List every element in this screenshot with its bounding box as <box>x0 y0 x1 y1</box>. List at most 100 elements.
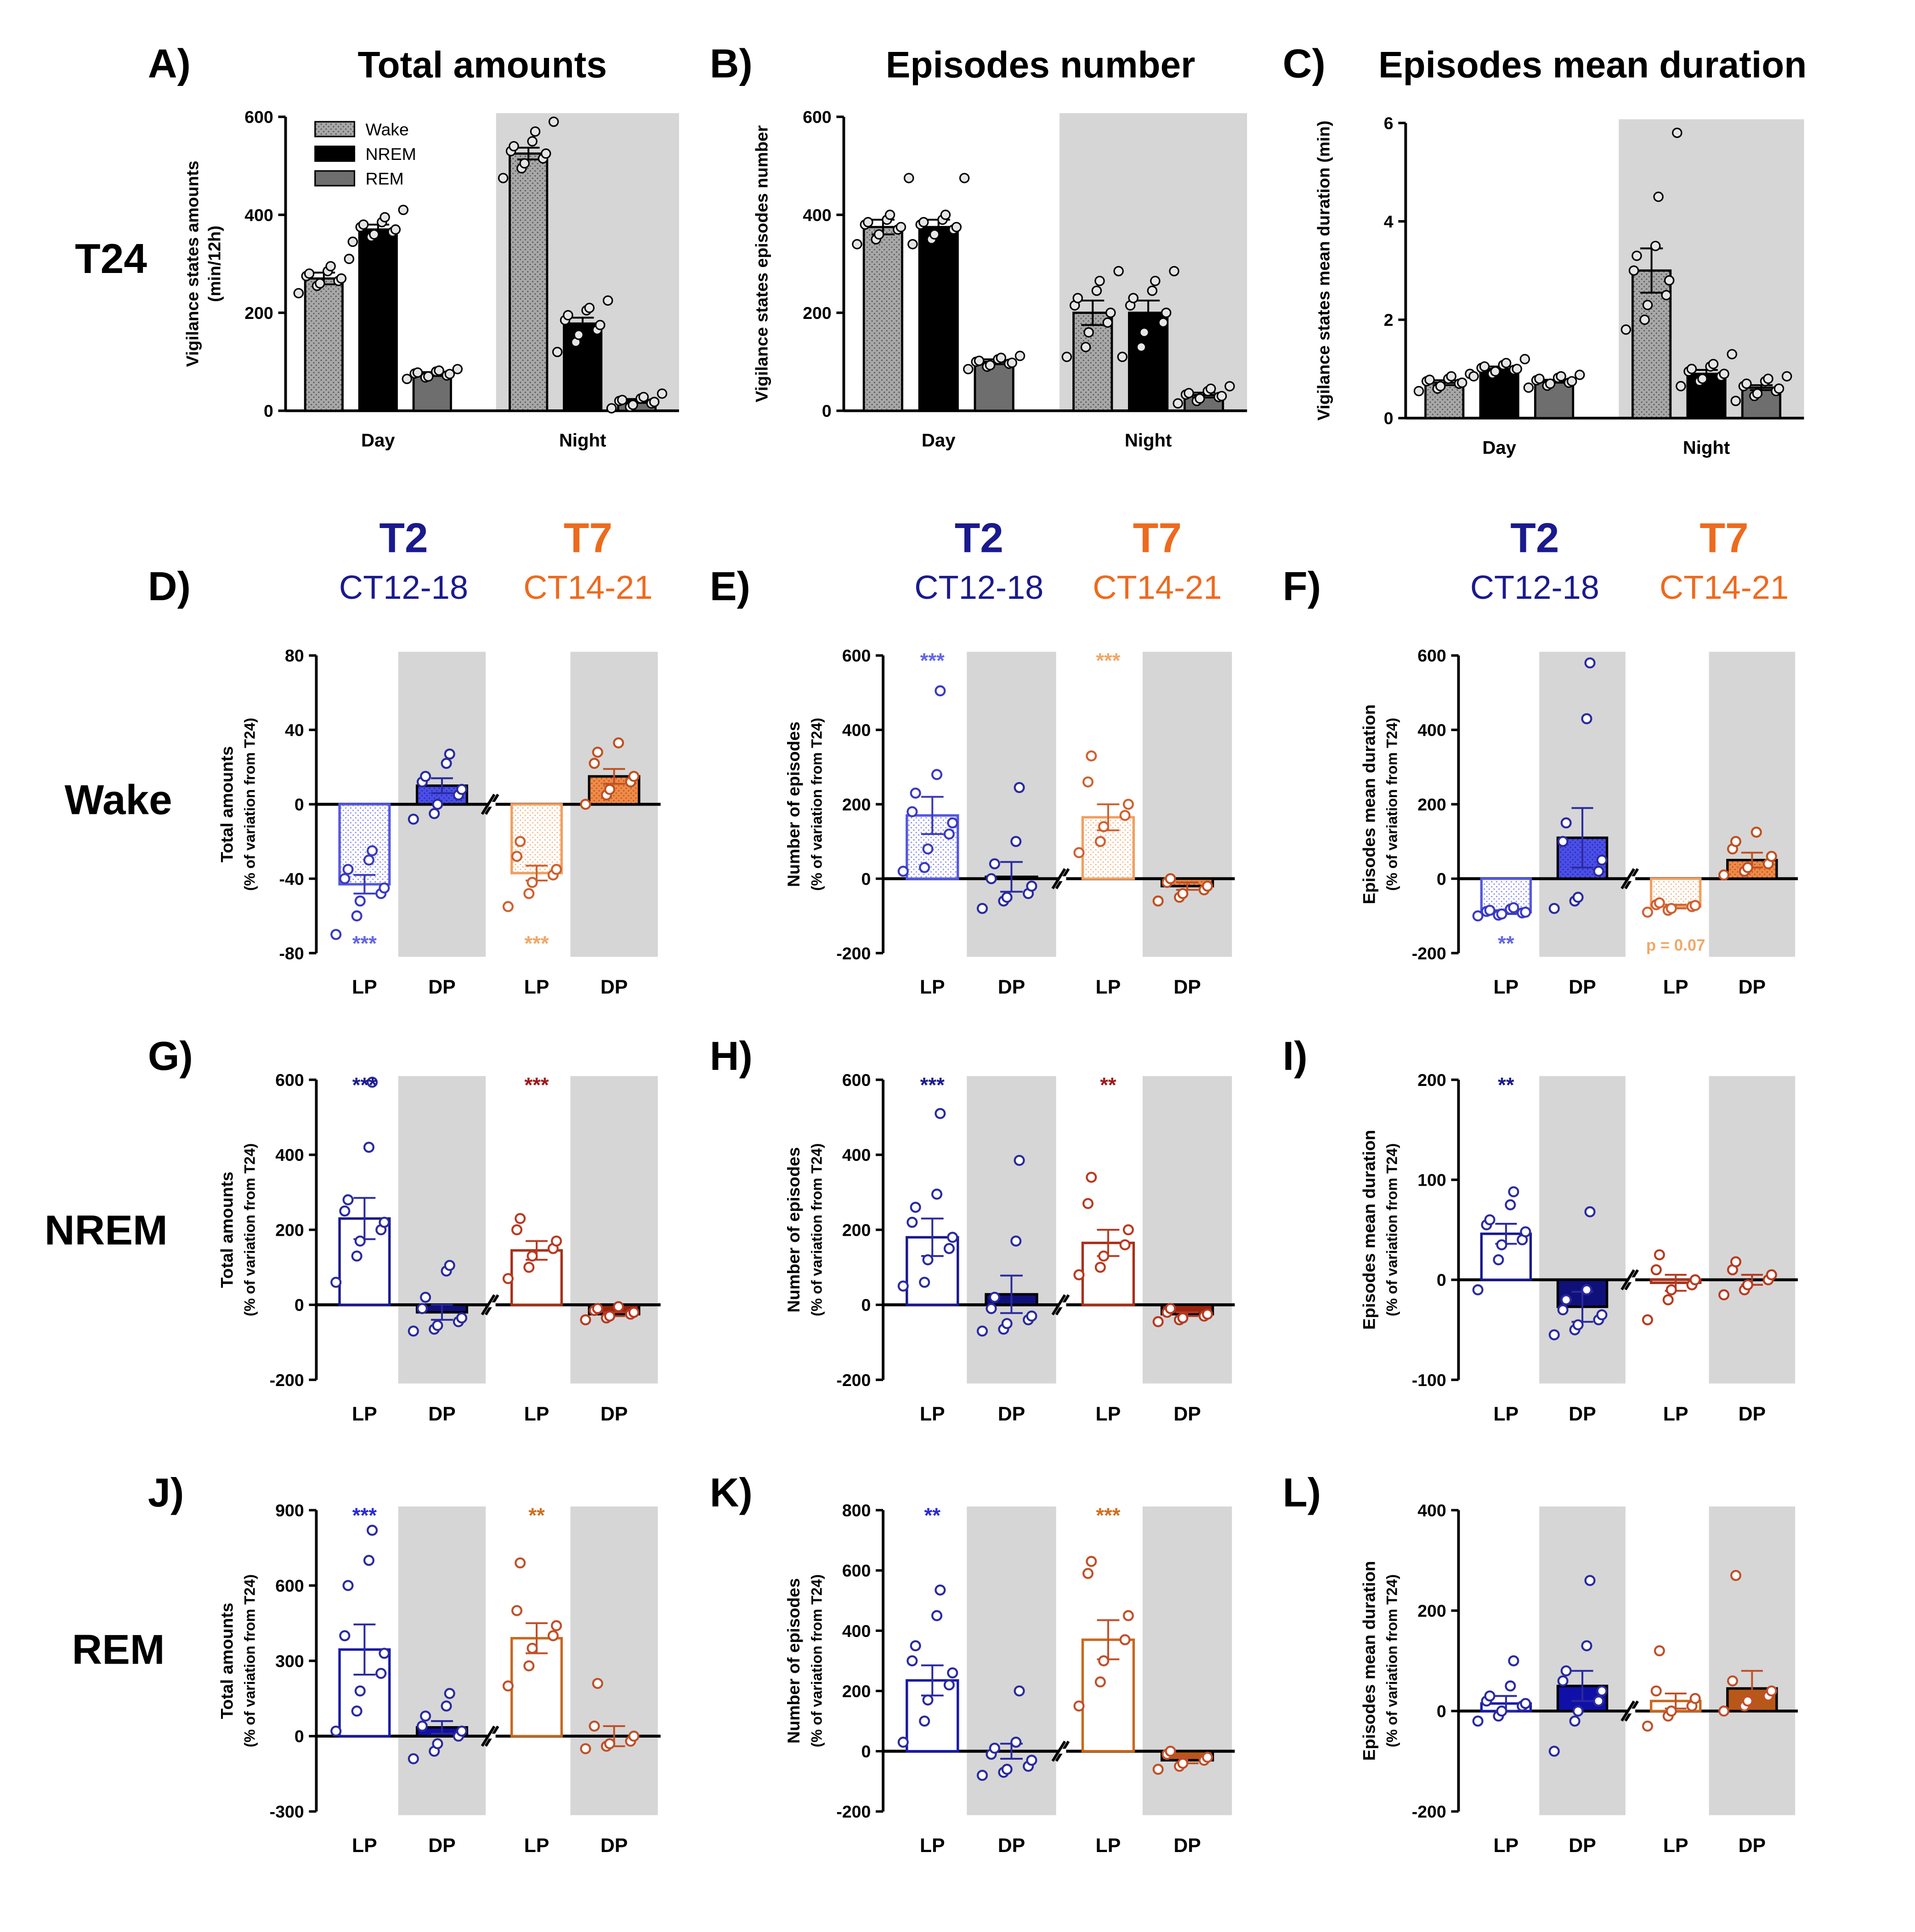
panel-I: I) -100 0 100 200 Episodes mean duration (% of… <box>1283 1033 1798 1425</box>
data-point <box>1686 364 1697 375</box>
data-point <box>1548 1745 1560 1757</box>
data-point <box>1446 371 1456 382</box>
data-point <box>1508 1655 1519 1666</box>
data-point <box>931 769 943 780</box>
data-point <box>1742 1279 1753 1290</box>
data-point <box>1105 307 1116 318</box>
data-point <box>1557 1304 1569 1316</box>
panel-letter-G: G) <box>148 1033 193 1079</box>
y-tick-label: -200 <box>836 1370 871 1390</box>
dp-shading <box>1709 1076 1796 1384</box>
data-point <box>604 1310 616 1322</box>
y-tick-label: -200 <box>836 1802 871 1821</box>
y-tick-label: 900 <box>275 1501 304 1520</box>
group-t2-col3: T2 <box>1510 515 1559 562</box>
data-point <box>444 1688 455 1699</box>
data-point <box>1435 381 1446 392</box>
data-point <box>1557 1675 1569 1687</box>
data-point <box>1424 375 1435 385</box>
data-point <box>1572 892 1584 903</box>
group-t7-col3: T7 <box>1700 515 1748 562</box>
data-point <box>940 210 951 220</box>
axis-break <box>1620 1700 1635 1722</box>
y-tick-label: 200 <box>842 1220 871 1239</box>
bar-wake <box>1072 312 1113 412</box>
data-point <box>638 392 649 403</box>
data-point <box>1119 810 1131 821</box>
data-point <box>1152 895 1164 907</box>
data-point <box>1650 1685 1662 1697</box>
data-point <box>985 360 996 370</box>
data-point <box>351 910 363 921</box>
data-point <box>1073 1269 1085 1280</box>
data-point <box>1508 1186 1519 1198</box>
dp-shading <box>967 1506 1056 1815</box>
data-point <box>1584 1206 1596 1217</box>
data-point <box>974 355 985 366</box>
x-category-label: Night <box>1125 430 1172 450</box>
data-point <box>1083 327 1094 338</box>
x-category-label: DP <box>1569 976 1596 998</box>
bar-rem <box>974 360 1014 412</box>
panel-J: J) -300 0 300 600 900 Total amounts (% of varia… <box>148 1470 661 1857</box>
bar-nrem <box>358 228 398 412</box>
data-point <box>416 1720 428 1732</box>
data-point <box>1195 393 1205 404</box>
data-point <box>947 1667 958 1679</box>
data-point <box>527 1642 538 1654</box>
bar-nrem <box>1479 368 1519 420</box>
data-point <box>903 173 914 183</box>
data-point <box>897 1736 909 1748</box>
data-point <box>613 1301 624 1313</box>
data-point <box>351 1705 363 1717</box>
data-point <box>523 1660 535 1671</box>
y-tick-label: 0 <box>1437 869 1446 888</box>
axis-break <box>1051 868 1066 889</box>
subgroup-t7-col2: CT14-21 <box>1093 569 1222 606</box>
data-point <box>1094 1261 1106 1273</box>
data-point <box>1139 327 1150 338</box>
data-point <box>628 1307 640 1318</box>
panel-L: L) -200 0 200 400 Episodes mean duration (% of… <box>1283 1470 1798 1857</box>
x-category-label: LP <box>1494 1403 1519 1425</box>
data-point <box>1014 1685 1025 1697</box>
data-point <box>592 1303 603 1314</box>
x-category-label: Day <box>922 430 956 450</box>
data-point <box>1102 317 1113 328</box>
data-point <box>1730 836 1742 847</box>
x-category-label: Day <box>1482 437 1516 458</box>
data-point <box>1773 383 1785 394</box>
axis-break <box>481 1725 496 1747</box>
data-point <box>1666 1705 1677 1717</box>
data-point <box>1534 373 1545 384</box>
data-point <box>498 173 509 183</box>
data-point <box>1082 1198 1094 1209</box>
data-point <box>1202 881 1213 892</box>
data-point <box>986 1303 997 1314</box>
panel-K: K) -200 0 200 400 600 800 Number of episodes (% … <box>710 1470 1235 1857</box>
data-point <box>444 1260 455 1271</box>
data-point <box>947 1232 958 1243</box>
data-point <box>363 1142 374 1153</box>
data-point <box>1080 341 1091 352</box>
data-point <box>589 1720 600 1732</box>
significance-marker: ** <box>924 1504 941 1527</box>
row-label-wake: Wake <box>64 777 172 824</box>
data-point <box>375 1668 387 1679</box>
data-point <box>1202 1751 1213 1763</box>
data-point <box>1666 903 1677 914</box>
subgroup-t7-col1: CT14-21 <box>523 569 652 606</box>
legend-label-nrem: NREM <box>366 144 416 164</box>
significance-marker: ** <box>1100 1073 1116 1097</box>
axis-break-gap <box>1059 1749 1066 1754</box>
data-point <box>1752 388 1763 399</box>
significance-marker: ** <box>528 1504 545 1527</box>
data-point <box>1642 1314 1653 1325</box>
data-point <box>1152 1316 1164 1328</box>
data-point <box>1413 386 1424 397</box>
y-axis-label: Vigilance states episodes number <box>752 125 771 402</box>
data-point <box>1508 902 1519 914</box>
data-point <box>935 1584 946 1596</box>
data-point <box>1654 1249 1665 1261</box>
